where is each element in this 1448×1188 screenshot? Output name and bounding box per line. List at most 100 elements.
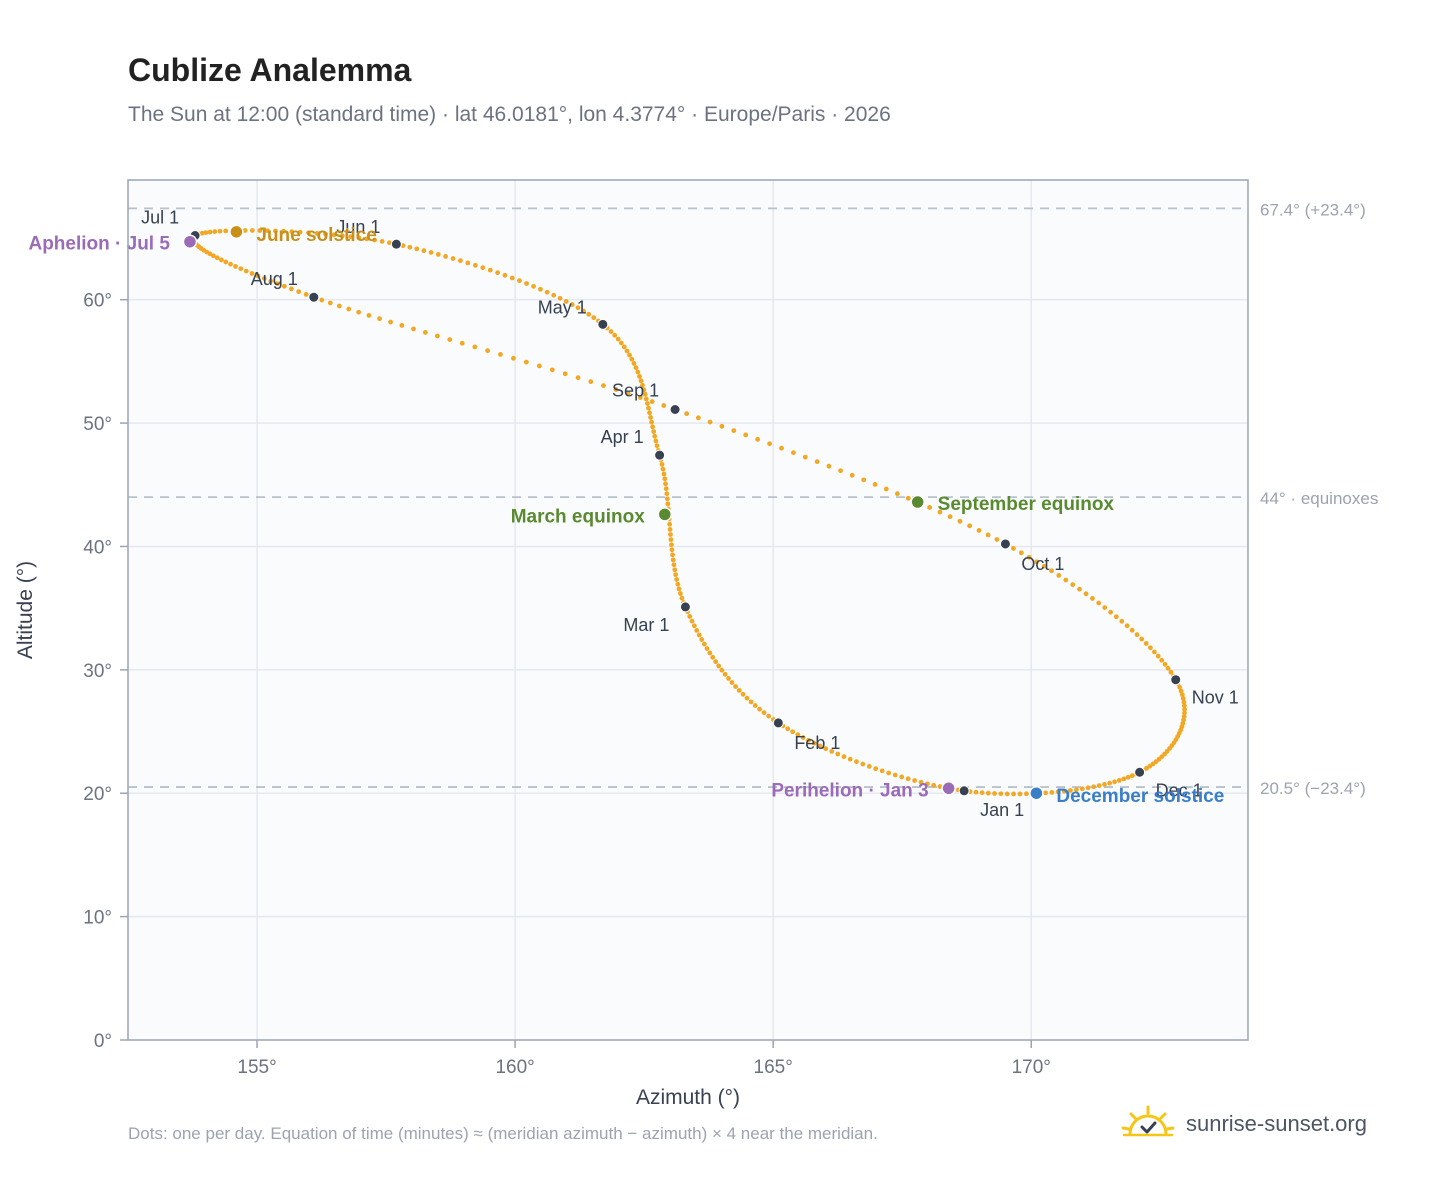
event-label: Aphelion · Jul 5 (28, 234, 170, 255)
daily-dot (1182, 710, 1187, 716)
daily-dot (662, 476, 668, 482)
daily-dot (650, 424, 656, 430)
daily-dot (733, 684, 738, 689)
x-tick-label: 155° (237, 1057, 276, 1078)
daily-dot (710, 654, 716, 660)
daily-dot (509, 275, 515, 281)
event-marker (941, 781, 956, 796)
daily-dot (631, 361, 637, 366)
daily-dot (1061, 788, 1067, 794)
daily-dot (1063, 577, 1069, 583)
daily-dot (905, 776, 911, 782)
daily-dot (1024, 791, 1029, 797)
daily-dot (1096, 600, 1102, 606)
daily-dot (1143, 641, 1149, 646)
daily-dot (1119, 618, 1125, 624)
daily-dot (1165, 665, 1171, 671)
daily-dot (707, 650, 713, 656)
daily-dot (823, 746, 829, 752)
daily-dot (736, 688, 742, 693)
x-tick-label: 160° (495, 1057, 534, 1078)
daily-dot (296, 289, 302, 295)
daily-dot (421, 248, 427, 254)
daily-dot (608, 329, 614, 334)
daily-dot (802, 454, 808, 460)
brand[interactable]: sunrise-sunset.org (1120, 1102, 1367, 1146)
x-axis-label: Azimuth (°) (636, 1086, 740, 1109)
daily-dot (670, 557, 676, 563)
daily-dot (826, 463, 832, 469)
y-tick-label: 0° (94, 1031, 112, 1052)
daily-dot (1168, 669, 1174, 675)
daily-dot (1011, 545, 1016, 551)
month-label: May 1 (538, 297, 587, 317)
daily-dot (450, 256, 456, 261)
daily-dot (716, 663, 722, 669)
month-label: Dec 1 (1156, 780, 1203, 800)
daily-dot (642, 391, 648, 397)
daily-dot (346, 306, 352, 312)
daily-dot (912, 778, 918, 783)
daily-dot (273, 228, 278, 234)
daily-dot (755, 436, 761, 442)
daily-dot (1179, 692, 1185, 698)
daily-dot (638, 378, 644, 384)
daily-dot (207, 251, 213, 257)
daily-dot (899, 774, 905, 780)
daily-dot (377, 316, 382, 322)
daily-dot (740, 691, 746, 697)
daily-dot (435, 252, 441, 257)
month-label: Sep 1 (612, 380, 659, 400)
plot-frame (127, 179, 1249, 1041)
daily-dot (1096, 783, 1102, 789)
daily-dot (366, 313, 372, 318)
daily-dot (649, 419, 655, 425)
daily-dot (472, 344, 478, 350)
daily-dot (591, 315, 597, 321)
month-marker (308, 291, 320, 303)
grid-lines (128, 180, 1248, 1040)
daily-dot (336, 303, 342, 309)
daily-dot (652, 433, 658, 439)
daily-dot (695, 415, 701, 421)
daily-dot (531, 283, 536, 289)
reference-lines: 67.4° (+23.4°) 44° · equinoxes 20.5° (−23.… (128, 200, 1378, 798)
daily-dot (465, 260, 471, 266)
daily-dot (994, 537, 1000, 542)
daily-dot (1178, 688, 1184, 694)
daily-dot (1112, 779, 1117, 785)
daily-dot (1125, 774, 1131, 780)
daily-dot (411, 326, 416, 332)
daily-dot (973, 789, 979, 795)
month-marker (999, 538, 1011, 550)
daily-dot (879, 768, 885, 774)
month-label: Aug 1 (251, 269, 298, 289)
daily-dot (588, 379, 594, 385)
daily-dot (1074, 787, 1079, 793)
daily-dot (663, 481, 668, 487)
daily-dot (761, 710, 767, 716)
daily-dot (829, 748, 835, 754)
daily-dot (536, 363, 542, 369)
daily-dot (1102, 782, 1107, 787)
daily-dot (704, 646, 710, 651)
daily-dot (785, 726, 791, 732)
daily-dot (510, 355, 516, 361)
daily-dot (379, 238, 385, 244)
daily-dot (861, 477, 867, 483)
daily-dot (268, 278, 274, 284)
event-label: December solstice (1056, 786, 1224, 807)
daily-dot (701, 641, 707, 647)
daily-dot (835, 751, 841, 757)
y-tick-label: 60° (83, 291, 112, 312)
daily-dot (447, 337, 453, 342)
daily-dot (647, 410, 652, 416)
daily-dot (841, 754, 847, 760)
daily-dot (691, 623, 697, 629)
daily-dot (931, 782, 937, 788)
daily-dot (472, 262, 478, 268)
daily-dot (817, 743, 823, 749)
y-axis-label: Altitude (°) (14, 561, 37, 659)
daily-dot (1055, 789, 1061, 795)
daily-dot (671, 562, 677, 568)
